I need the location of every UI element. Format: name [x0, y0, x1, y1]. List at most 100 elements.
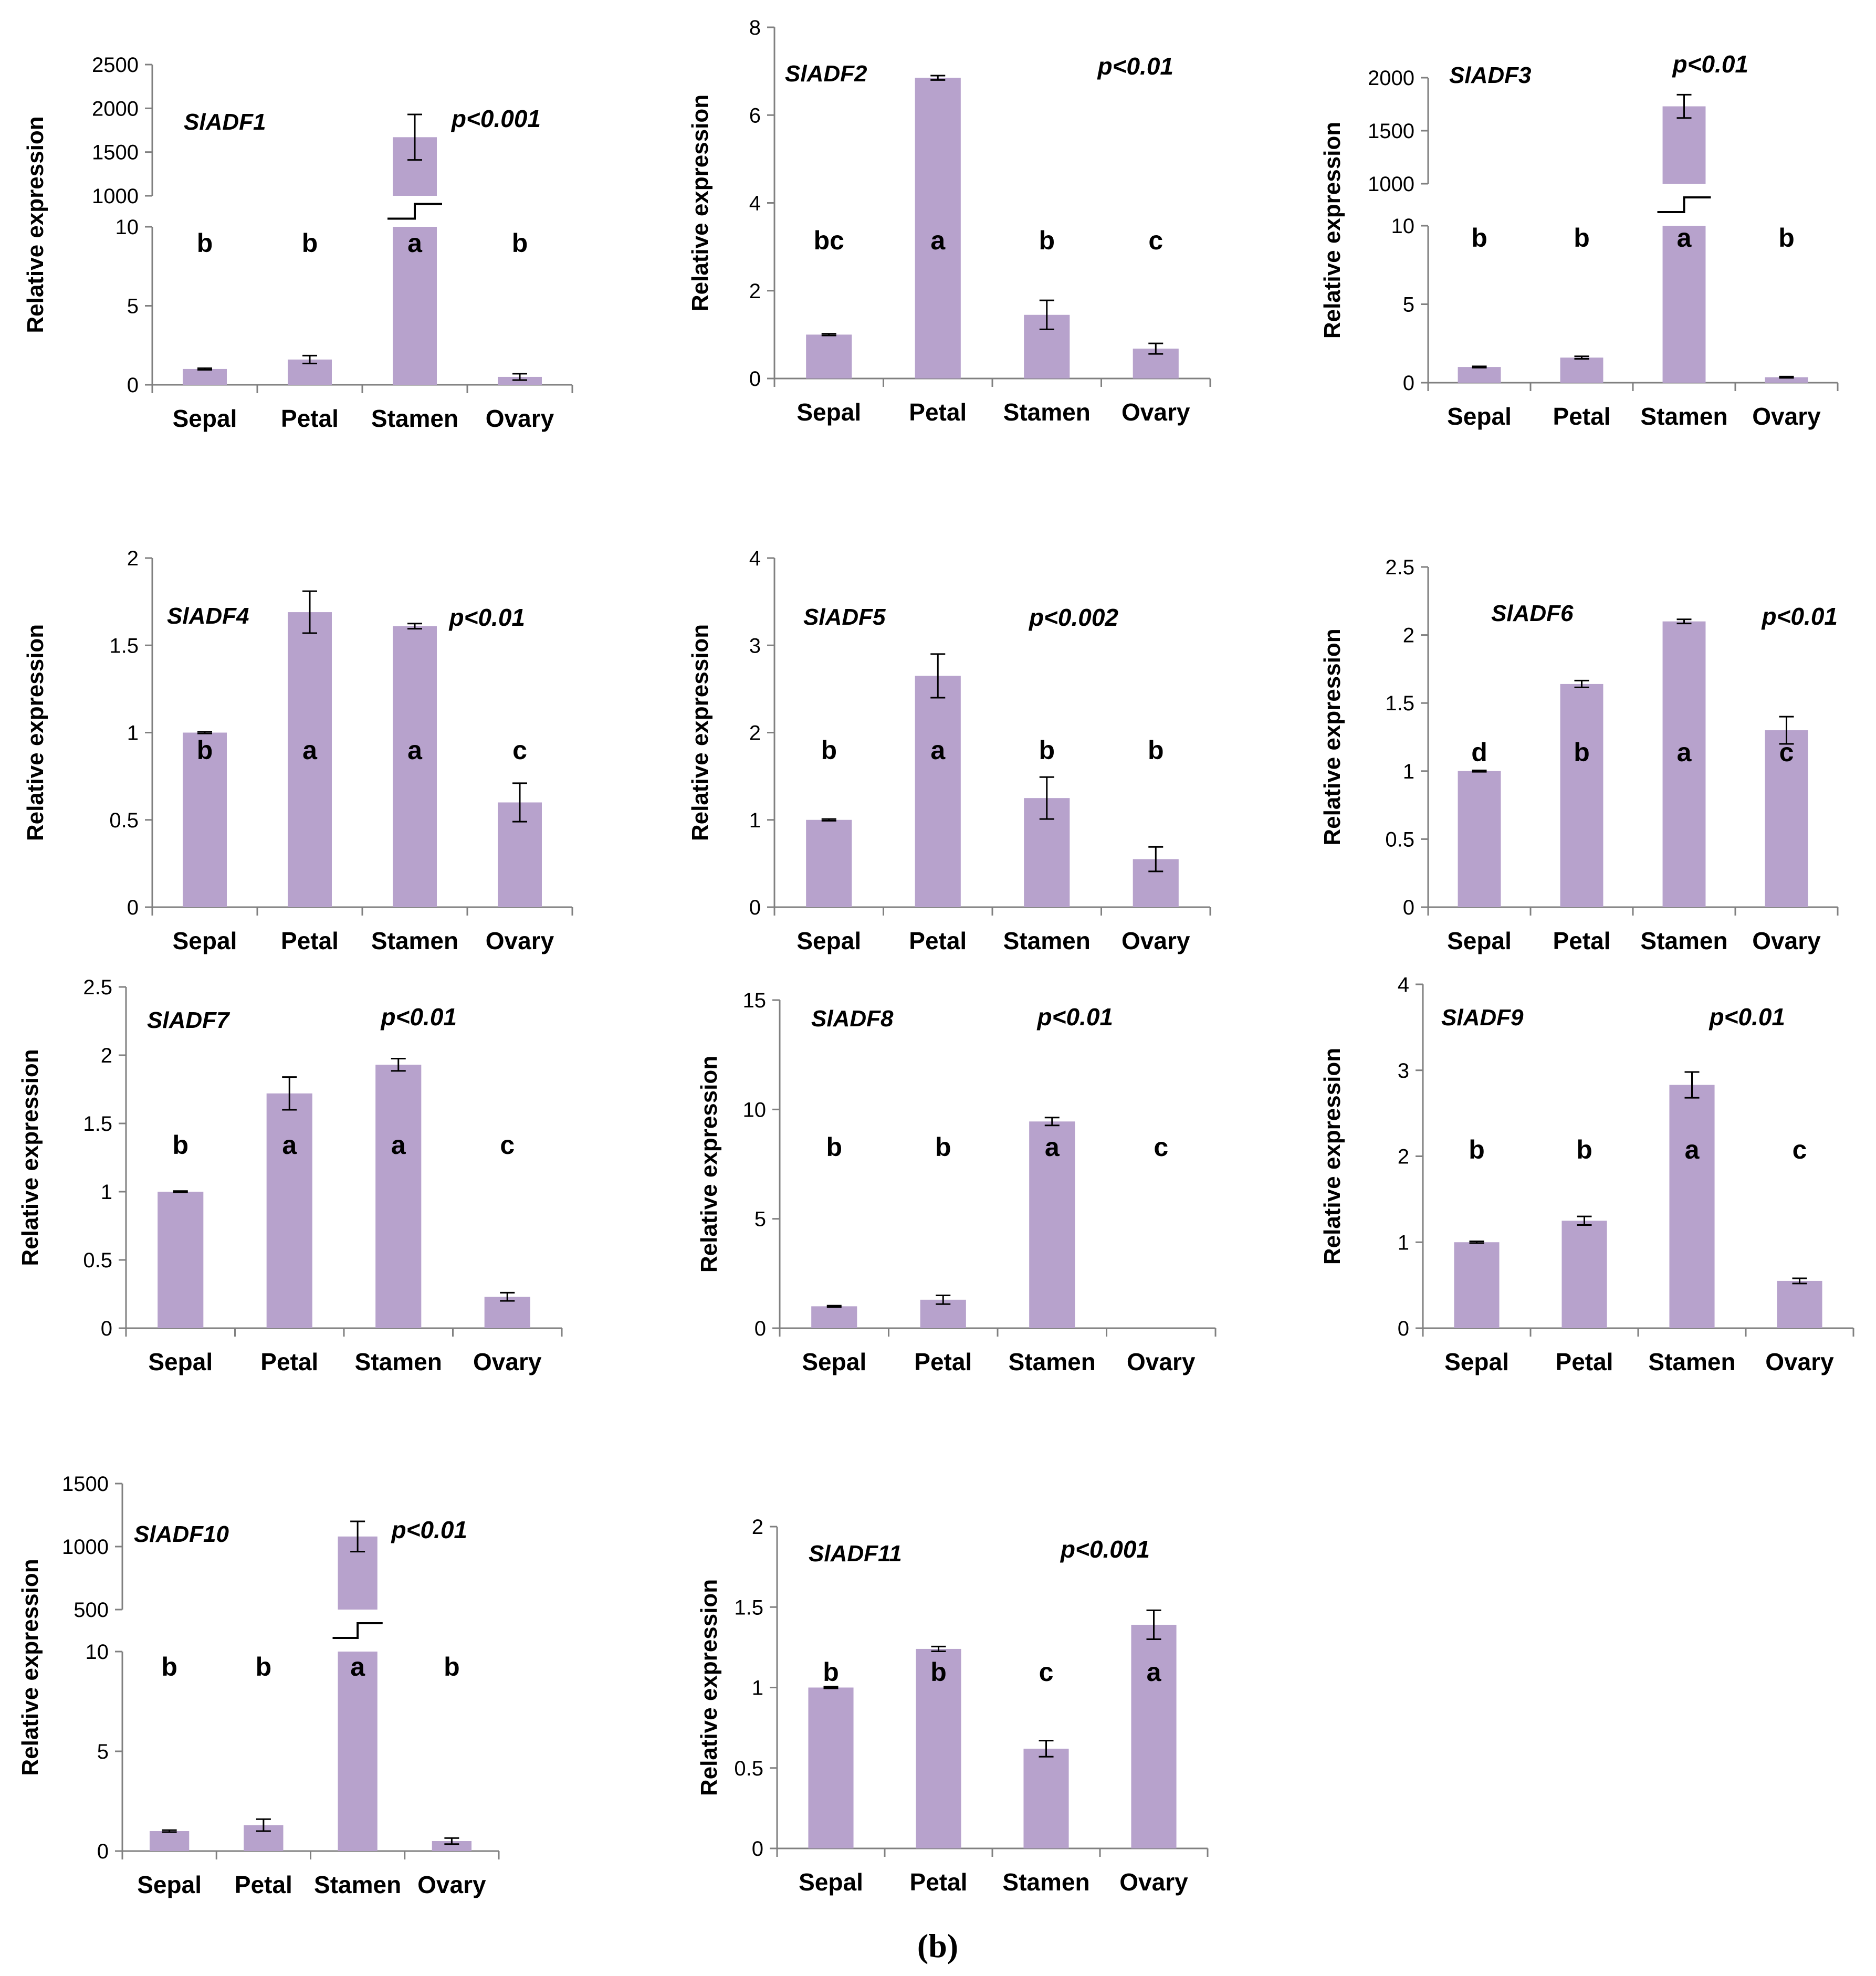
- y-axis-title: Relative expression: [23, 624, 48, 841]
- x-category-label: Ovary: [417, 1871, 486, 1898]
- significance-letter: bc: [814, 226, 844, 255]
- significance-letter: b: [935, 1132, 951, 1162]
- x-category-label: Ovary: [1765, 1348, 1834, 1375]
- y-axis-title: Relative expression: [687, 624, 713, 841]
- x-category-label: Stamen: [355, 1348, 442, 1375]
- gene-name: SlADF3: [1449, 62, 1531, 88]
- y-tick-label: 0: [749, 896, 761, 919]
- significance-letter: b: [1778, 223, 1795, 253]
- y-tick-label: 1.5: [1385, 692, 1414, 715]
- axis-break-mark: [387, 203, 442, 220]
- y-tick-label: 1: [1403, 760, 1414, 783]
- significance-letter: b: [1574, 738, 1590, 767]
- p-value: p<0.01: [380, 1003, 457, 1031]
- chart-panel-sladf6: 0 0.5 1 1.5 2 2.5 Sepal Petal Stamen Ovary d b a c SlA…: [1319, 556, 1839, 954]
- x-category-label: Sepal: [1447, 403, 1512, 430]
- p-value: p<0.01: [1036, 1003, 1114, 1031]
- y-tick-label: 10: [86, 1641, 109, 1664]
- x-category-label: Ovary: [486, 927, 554, 954]
- y-tick-label: 1.5: [734, 1596, 763, 1619]
- x-category-label: Ovary: [486, 405, 554, 432]
- bar: [288, 612, 332, 907]
- significance-letter: b: [1469, 1135, 1485, 1164]
- bar: [1029, 1121, 1075, 1328]
- significance-letter: a: [1685, 1135, 1700, 1164]
- bar: [338, 1652, 378, 1851]
- bar: [1765, 377, 1808, 383]
- y-tick-label: 0: [101, 1317, 112, 1340]
- significance-letter: b: [823, 1657, 839, 1687]
- significance-letter: a: [930, 735, 946, 765]
- chart-panel-sladf10: 0 5 10 Sepal Petal Stamen Ovary 500 1000 1500 b b a b…: [17, 1473, 500, 1898]
- p-value: p<0.001: [450, 105, 541, 132]
- bar: [266, 1093, 312, 1328]
- x-category-label: Sepal: [173, 405, 237, 432]
- y-tick-label-upper: 1500: [1368, 120, 1414, 143]
- y-tick-label: 0: [754, 1317, 766, 1340]
- significance-letter: b: [161, 1652, 177, 1681]
- bar: [1560, 684, 1603, 907]
- bar: [1561, 1221, 1607, 1328]
- x-category-label: Petal: [1556, 1348, 1613, 1375]
- y-tick-label: 10: [743, 1098, 767, 1121]
- y-tick-label-upper: 1000: [92, 185, 139, 208]
- y-tick-label: 5: [754, 1208, 766, 1231]
- bar: [158, 1192, 204, 1328]
- x-category-label: Ovary: [1752, 927, 1821, 954]
- y-tick-label: 4: [749, 192, 761, 215]
- x-category-label: Petal: [914, 1348, 972, 1375]
- y-tick-label: 1: [1398, 1231, 1409, 1254]
- bar: [1454, 1242, 1500, 1328]
- bar: [183, 369, 227, 385]
- x-category-label: Ovary: [1752, 403, 1821, 430]
- p-value: p<0.01: [1672, 50, 1749, 78]
- significance-letter: b: [1576, 1135, 1592, 1164]
- y-axis-title: Relative expression: [1319, 122, 1345, 339]
- bar: [1777, 1280, 1822, 1328]
- y-tick-label: 1.5: [83, 1112, 112, 1136]
- x-category-label: Ovary: [1119, 1868, 1188, 1896]
- chart-panel-sladf4: 0 0.5 1 1.5 2 Sepal Petal Stamen Ovary b a a c SlADF4…: [23, 547, 573, 954]
- y-tick-label: 1: [752, 1677, 763, 1700]
- significance-letter: c: [500, 1130, 515, 1160]
- bar: [393, 227, 437, 385]
- y-tick-label: 5: [1403, 293, 1414, 317]
- y-tick-label: 2.5: [83, 976, 112, 999]
- y-tick-label-upper: 1000: [62, 1536, 109, 1559]
- significance-letter: b: [197, 735, 213, 765]
- chart-panel-sladf1: 0 5 10 Sepal Petal Stamen Ovary 1000 1500 2000 250…: [23, 54, 573, 432]
- y-tick-label: 1: [101, 1181, 112, 1204]
- bar: [1131, 1624, 1177, 1848]
- significance-letter: a: [1677, 223, 1692, 253]
- significance-letter: b: [930, 1657, 947, 1687]
- bar: [183, 732, 227, 907]
- significance-letter: a: [350, 1652, 365, 1681]
- figure-label: (b): [917, 1927, 958, 1964]
- y-tick-label: 0: [97, 1840, 109, 1863]
- bar: [1669, 1085, 1715, 1328]
- y-tick-label: 3: [1398, 1059, 1409, 1082]
- x-category-label: Sepal: [1447, 927, 1512, 954]
- y-tick-label: 0.5: [734, 1757, 763, 1780]
- significance-letter: b: [821, 735, 837, 765]
- significance-letter: b: [1148, 735, 1164, 765]
- significance-letter: b: [1574, 223, 1590, 253]
- significance-letter: a: [282, 1130, 297, 1160]
- gene-name: SlADF1: [184, 109, 266, 135]
- y-tick-label: 2: [752, 1516, 763, 1539]
- bar: [915, 78, 961, 379]
- x-category-label: Sepal: [173, 927, 237, 954]
- significance-letter: b: [1039, 226, 1055, 255]
- chart-panel-sladf7: 0 0.5 1 1.5 2 2.5 Sepal Petal Stamen Ovary b a a c SlA…: [17, 976, 563, 1375]
- x-category-label: Stamen: [371, 405, 458, 432]
- significance-letter: a: [407, 735, 423, 765]
- gene-name: SlADF7: [147, 1007, 230, 1033]
- bar: [915, 676, 961, 907]
- x-category-label: Stamen: [314, 1871, 401, 1898]
- y-axis-title: Relative expression: [696, 1579, 722, 1796]
- axis-break-mark: [1657, 196, 1711, 213]
- gene-name: SlADF2: [785, 61, 867, 87]
- bar: [811, 1306, 857, 1328]
- y-tick-label: 0.5: [109, 809, 139, 832]
- bar: [498, 376, 542, 385]
